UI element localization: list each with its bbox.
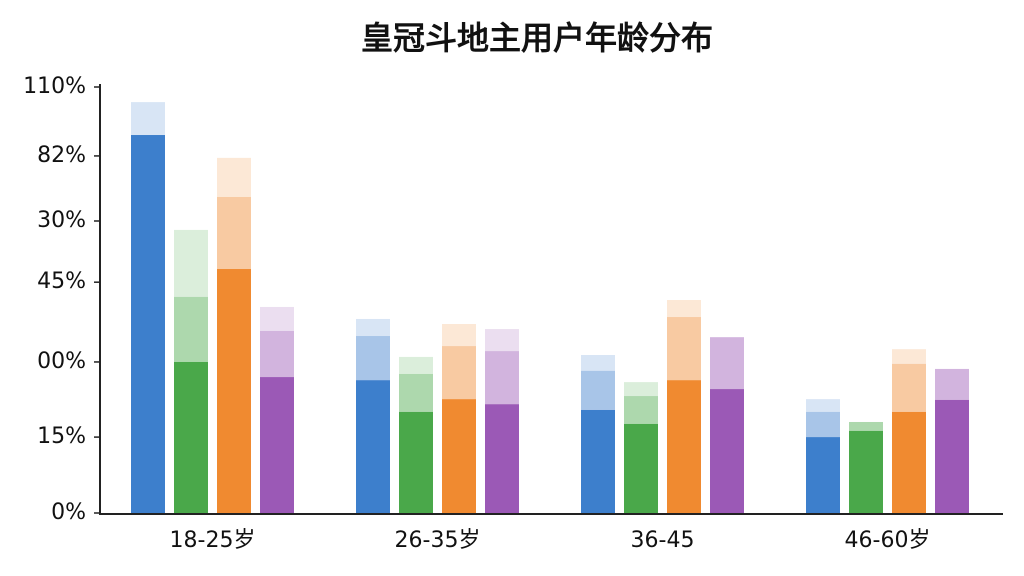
bar-segment	[442, 324, 476, 347]
bar-segment	[935, 399, 969, 513]
bar-segment	[356, 336, 390, 381]
bar-segment	[174, 296, 208, 362]
bar-segment	[399, 356, 433, 374]
bar-segment	[849, 430, 883, 513]
bar-segment	[260, 330, 294, 378]
bar-segment	[217, 269, 251, 513]
chart-title: 皇冠斗地主用户年龄分布	[361, 19, 713, 57]
bar-segment	[260, 306, 294, 331]
bar-segment	[217, 157, 251, 197]
x-tick-label: 26-35岁	[395, 528, 481, 553]
y-tick-label: 110%	[23, 74, 86, 99]
bar-segment	[667, 380, 701, 513]
y-tick-label: 30%	[37, 208, 86, 233]
bar-segment	[485, 351, 519, 405]
bar-segment	[581, 370, 615, 410]
bar-segment	[892, 411, 926, 513]
y-tick-label: 00%	[37, 349, 86, 374]
y-tick-label: 0%	[51, 500, 86, 525]
x-tick-label: 18-25岁	[170, 528, 256, 553]
bar-segment	[581, 409, 615, 513]
bar-segment	[356, 318, 390, 337]
y-tick-label: 82%	[37, 143, 86, 168]
bar-segment	[710, 389, 744, 513]
bar-segment	[806, 399, 840, 412]
bar-segment	[485, 404, 519, 513]
bar-segment	[174, 229, 208, 297]
bar-segment	[174, 361, 208, 513]
bar-segment	[806, 437, 840, 513]
bar-segment	[624, 423, 658, 513]
bar-segment	[710, 337, 744, 390]
bar-segment	[399, 373, 433, 412]
bar-segment	[260, 377, 294, 513]
bar-segment	[892, 363, 926, 412]
bar-segment	[667, 300, 701, 318]
bar-segment	[667, 317, 701, 381]
bar-segment	[581, 354, 615, 371]
bar-segment	[892, 349, 926, 364]
bar-segment	[624, 396, 658, 424]
bar-segment	[849, 421, 883, 431]
x-tick-label: 36-45	[631, 528, 695, 553]
x-tick-label: 46-60岁	[845, 528, 931, 553]
bar-segment	[442, 346, 476, 400]
bar-segment	[935, 368, 969, 400]
bar-segment	[624, 382, 658, 397]
bar-segment	[217, 196, 251, 270]
y-tick-label: 15%	[37, 424, 86, 449]
y-tick-label: 45%	[37, 269, 86, 294]
bar-segment	[485, 329, 519, 352]
bar-segment	[131, 135, 165, 513]
bar-segment	[806, 411, 840, 438]
bar-segment	[356, 380, 390, 513]
bar-segment	[442, 399, 476, 513]
bar-segment	[399, 411, 433, 513]
bar-segment	[131, 102, 165, 136]
